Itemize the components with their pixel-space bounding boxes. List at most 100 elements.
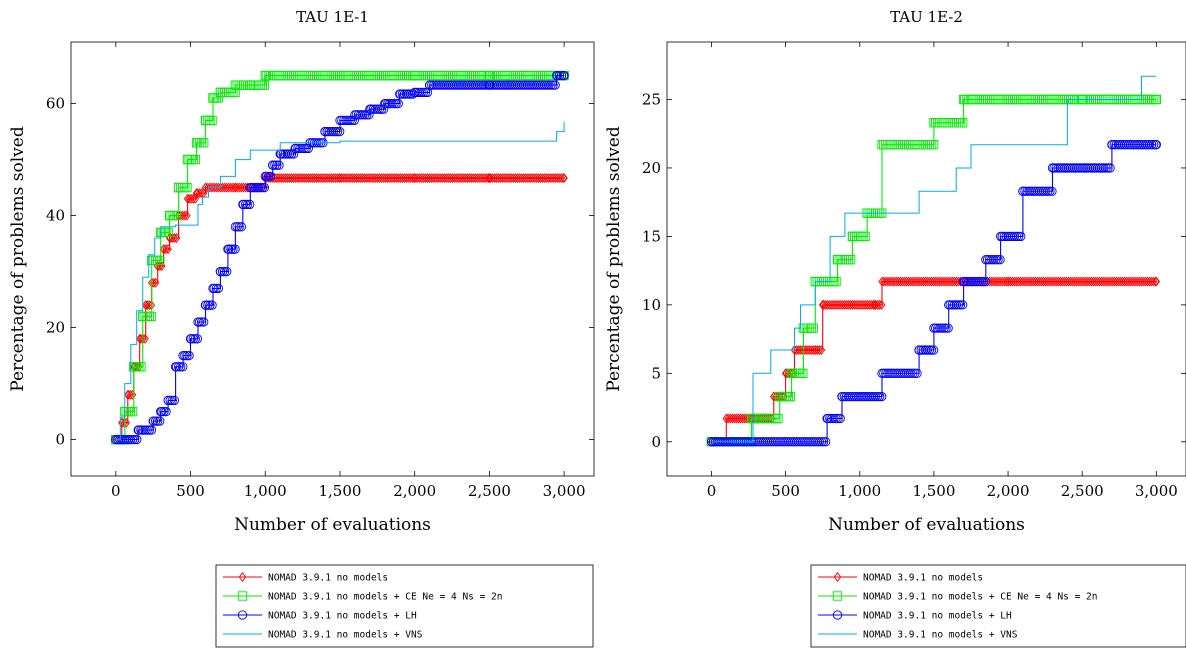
series-point — [953, 300, 964, 310]
legend-label: NOMAD 3.9.1 no models + LH — [863, 611, 1012, 622]
series-point — [559, 70, 569, 81]
series-point — [1146, 140, 1157, 150]
series-point — [1103, 163, 1113, 173]
chart-panel-left: TAU 1E-1 0 500 1,000 1,500 2,000 2,500 3,000 0 20… — [8, 8, 595, 648]
series-point — [147, 255, 157, 266]
series-point — [906, 368, 916, 378]
series-point — [422, 87, 433, 98]
x-tick-label: 2,000 — [987, 482, 1030, 500]
series-point — [230, 222, 241, 232]
series-point — [1041, 186, 1051, 196]
series-point — [127, 434, 138, 445]
series-point — [162, 244, 170, 255]
series-point — [817, 345, 826, 355]
series-point — [173, 182, 184, 193]
series-point — [208, 283, 218, 294]
series-point — [128, 389, 137, 400]
series-point — [259, 80, 270, 90]
series-point — [259, 182, 270, 193]
series-point — [245, 182, 255, 193]
series-point — [193, 317, 203, 327]
series-point — [878, 276, 886, 287]
series-point — [1016, 231, 1026, 242]
series-point — [263, 171, 274, 182]
series-point — [420, 87, 431, 98]
series-point — [156, 406, 166, 417]
series-point — [976, 276, 987, 287]
series-point — [372, 104, 382, 114]
series-point — [944, 300, 954, 310]
series-point — [872, 391, 883, 402]
series-point — [831, 413, 841, 424]
series-point — [345, 115, 355, 126]
series-point — [192, 188, 201, 199]
series-point — [556, 70, 567, 81]
series-point — [132, 434, 142, 445]
legend-label: NOMAD 3.9.1 no models — [268, 573, 388, 584]
series-point — [255, 182, 265, 193]
series-point — [1018, 186, 1028, 196]
series-point — [163, 395, 173, 406]
series-point — [191, 138, 202, 148]
series-point — [133, 425, 143, 435]
series-point — [146, 425, 157, 435]
series-point — [163, 227, 173, 238]
series-line — [115, 122, 565, 441]
series-point — [877, 368, 887, 378]
x-tick-label: 1,500 — [318, 482, 361, 500]
series-point — [1149, 140, 1159, 150]
series-point — [1101, 163, 1111, 173]
series-point — [200, 300, 211, 310]
series-point — [178, 350, 188, 361]
series-point — [199, 317, 209, 327]
series-point — [374, 104, 385, 114]
series-point — [183, 210, 191, 221]
series-point — [1144, 140, 1155, 150]
chart-title: TAU 1E-1 — [296, 8, 369, 26]
series-point — [203, 300, 213, 310]
series-point — [200, 115, 211, 126]
series-point — [260, 171, 270, 182]
series-point — [142, 425, 152, 435]
series-point — [393, 98, 403, 109]
series-point — [130, 434, 140, 445]
series-point — [941, 323, 951, 333]
series-point — [981, 255, 991, 265]
series-point — [943, 323, 953, 333]
series-point — [360, 110, 370, 120]
x-tick-label: 500 — [771, 482, 800, 500]
series-point — [910, 368, 920, 378]
chart-panel-right: TAU 1E-2 0 500 1,000 1,500 2,000 2,500 3,000 0 5 1… — [604, 8, 1186, 648]
series-point — [184, 350, 194, 361]
series-point — [831, 276, 841, 287]
series-point — [365, 104, 375, 114]
series-point — [196, 317, 207, 327]
series-point — [142, 300, 150, 311]
y-tick-label: 10 — [642, 296, 661, 314]
series-point — [274, 160, 284, 170]
series-point — [330, 126, 341, 137]
x-axis-label: Number of evaluations — [234, 515, 431, 535]
series-point — [870, 299, 879, 310]
series-point — [832, 255, 843, 265]
series-point — [551, 70, 562, 81]
series-point — [818, 299, 827, 310]
series-point — [207, 115, 217, 126]
series-point — [974, 276, 984, 287]
series-point — [118, 417, 126, 428]
series-point — [1045, 186, 1055, 196]
series-line — [115, 75, 565, 441]
series-point — [1004, 276, 1012, 287]
series-point — [332, 126, 343, 137]
series-point — [980, 276, 991, 287]
x-tick-label: 3,000 — [543, 482, 586, 500]
series-point — [272, 160, 282, 170]
x-axis-label: Number of evaluations — [828, 515, 1025, 535]
x-tick-label: 2,000 — [393, 482, 436, 500]
series-point — [546, 80, 556, 90]
series-point — [126, 389, 135, 400]
series-point — [835, 413, 845, 424]
x-tick-label: 500 — [176, 482, 205, 500]
y-tick-label: 15 — [642, 227, 661, 245]
series-point — [205, 300, 215, 310]
